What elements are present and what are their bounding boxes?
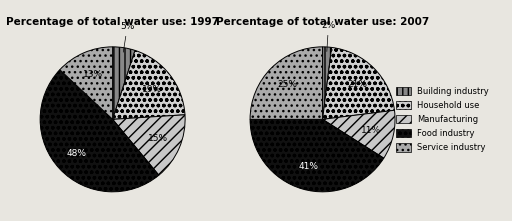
Wedge shape: [113, 47, 135, 119]
Title: Percentage of total water use: 1997: Percentage of total water use: 1997: [6, 17, 219, 27]
Text: 48%: 48%: [67, 149, 87, 158]
Text: 2%: 2%: [322, 21, 335, 51]
Text: 25%: 25%: [278, 80, 297, 89]
Text: 11%: 11%: [360, 126, 381, 135]
Wedge shape: [323, 110, 395, 158]
Text: 19%: 19%: [141, 85, 162, 94]
Text: 5%: 5%: [120, 22, 135, 52]
Wedge shape: [250, 47, 323, 119]
Text: 15%: 15%: [148, 134, 168, 143]
Wedge shape: [250, 119, 384, 192]
Wedge shape: [323, 48, 394, 119]
Wedge shape: [113, 50, 185, 119]
Wedge shape: [60, 47, 113, 119]
Wedge shape: [323, 47, 332, 119]
Title: Percentage of total water use: 2007: Percentage of total water use: 2007: [216, 17, 429, 27]
Text: 21%: 21%: [348, 80, 368, 89]
Wedge shape: [40, 70, 159, 192]
Legend: Building industry, Household use, Manufacturing, Food industry, Service industry: Building industry, Household use, Manufa…: [392, 83, 493, 155]
Wedge shape: [113, 115, 185, 175]
Text: 41%: 41%: [299, 162, 319, 171]
Text: 13%: 13%: [83, 70, 103, 79]
